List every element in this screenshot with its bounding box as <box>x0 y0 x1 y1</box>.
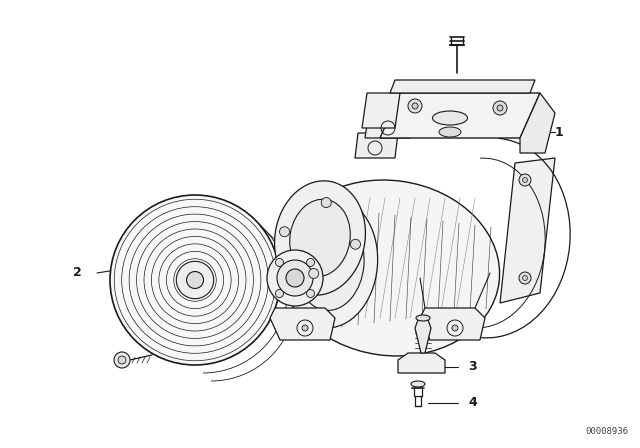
Ellipse shape <box>280 180 500 356</box>
Circle shape <box>176 261 214 299</box>
Text: 2: 2 <box>73 267 82 280</box>
Ellipse shape <box>433 111 467 125</box>
Ellipse shape <box>439 127 461 137</box>
Polygon shape <box>380 93 540 138</box>
Ellipse shape <box>416 315 430 321</box>
Circle shape <box>307 289 314 297</box>
Circle shape <box>110 195 280 365</box>
Circle shape <box>522 177 527 182</box>
Polygon shape <box>398 353 445 373</box>
Circle shape <box>522 276 527 280</box>
Circle shape <box>286 269 304 287</box>
Text: 3: 3 <box>468 361 477 374</box>
Circle shape <box>114 352 130 368</box>
Circle shape <box>519 174 531 186</box>
Circle shape <box>302 325 308 331</box>
Circle shape <box>519 272 531 284</box>
Circle shape <box>307 258 314 267</box>
Text: 00008936: 00008936 <box>585 427 628 436</box>
Circle shape <box>186 271 204 289</box>
Circle shape <box>493 101 507 115</box>
Polygon shape <box>500 158 555 303</box>
Ellipse shape <box>290 199 350 277</box>
Polygon shape <box>420 308 485 340</box>
Polygon shape <box>362 93 400 128</box>
Circle shape <box>408 99 422 113</box>
Circle shape <box>275 289 284 297</box>
Ellipse shape <box>275 181 365 295</box>
Circle shape <box>452 325 458 331</box>
Polygon shape <box>390 80 535 93</box>
Circle shape <box>277 260 313 296</box>
Circle shape <box>351 239 360 249</box>
Circle shape <box>118 356 126 364</box>
Text: 4: 4 <box>468 396 477 409</box>
Ellipse shape <box>282 198 378 328</box>
Ellipse shape <box>411 381 425 387</box>
Polygon shape <box>520 93 555 153</box>
Circle shape <box>275 258 284 267</box>
Polygon shape <box>365 118 413 138</box>
Polygon shape <box>415 318 431 353</box>
Ellipse shape <box>296 215 364 310</box>
Circle shape <box>308 268 319 279</box>
Circle shape <box>497 105 503 111</box>
Circle shape <box>280 227 289 237</box>
Polygon shape <box>355 133 398 158</box>
Circle shape <box>412 103 418 109</box>
Circle shape <box>321 198 332 207</box>
Polygon shape <box>270 308 335 340</box>
Circle shape <box>267 250 323 306</box>
Text: 1: 1 <box>555 125 564 138</box>
